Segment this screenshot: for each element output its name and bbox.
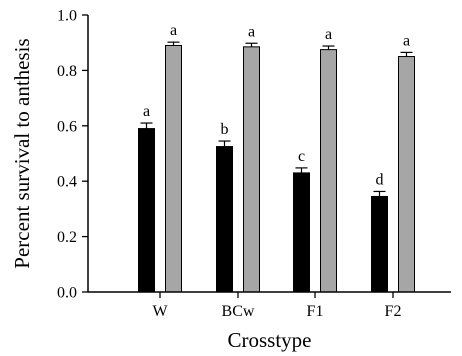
significance-letter: a: [403, 32, 410, 49]
y-tick-label: 0.6: [57, 118, 77, 135]
significance-letter: a: [248, 23, 255, 40]
y-tick-label: 0.0: [57, 285, 77, 302]
y-axis-title: Percent survival to anthesis: [10, 38, 34, 268]
x-axis-ticks: W BCw F1 F2: [152, 292, 401, 320]
bar-series1-f1: [293, 172, 310, 293]
x-tick-label: F1: [307, 303, 324, 320]
y-axis-ticks: 0.0 0.2 0.4 0.6 0.8 1.0: [57, 8, 88, 302]
bars-group: [138, 44, 415, 293]
significance-letter: c: [298, 148, 305, 165]
y-tick-label: 0.8: [57, 63, 77, 80]
x-tick-label: BCw: [222, 303, 255, 320]
bar-series2-f2: [398, 56, 415, 293]
x-tick-label: W: [152, 303, 168, 320]
significance-letter: a: [170, 22, 177, 39]
x-axis-title: Crosstype: [228, 328, 312, 352]
bar-series2-bcw: [243, 46, 260, 293]
bar-series1-w: [138, 128, 155, 293]
significance-letters-group: a b c d a a a a: [143, 22, 410, 188]
significance-letter: d: [376, 171, 384, 188]
y-tick-label: 0.4: [57, 174, 77, 191]
bar-series2-w: [165, 44, 182, 293]
x-tick-label: F2: [385, 303, 402, 320]
bar-series1-f2: [371, 195, 388, 293]
y-tick-label: 1.0: [57, 8, 77, 25]
significance-letter: b: [221, 121, 229, 138]
significance-letter: a: [143, 103, 150, 120]
bar-series2-f1: [320, 49, 337, 293]
error-bars-group: [140, 41, 413, 197]
y-tick-label: 0.2: [57, 229, 77, 246]
significance-letter: a: [325, 26, 332, 43]
bar-series1-bcw: [216, 146, 233, 293]
